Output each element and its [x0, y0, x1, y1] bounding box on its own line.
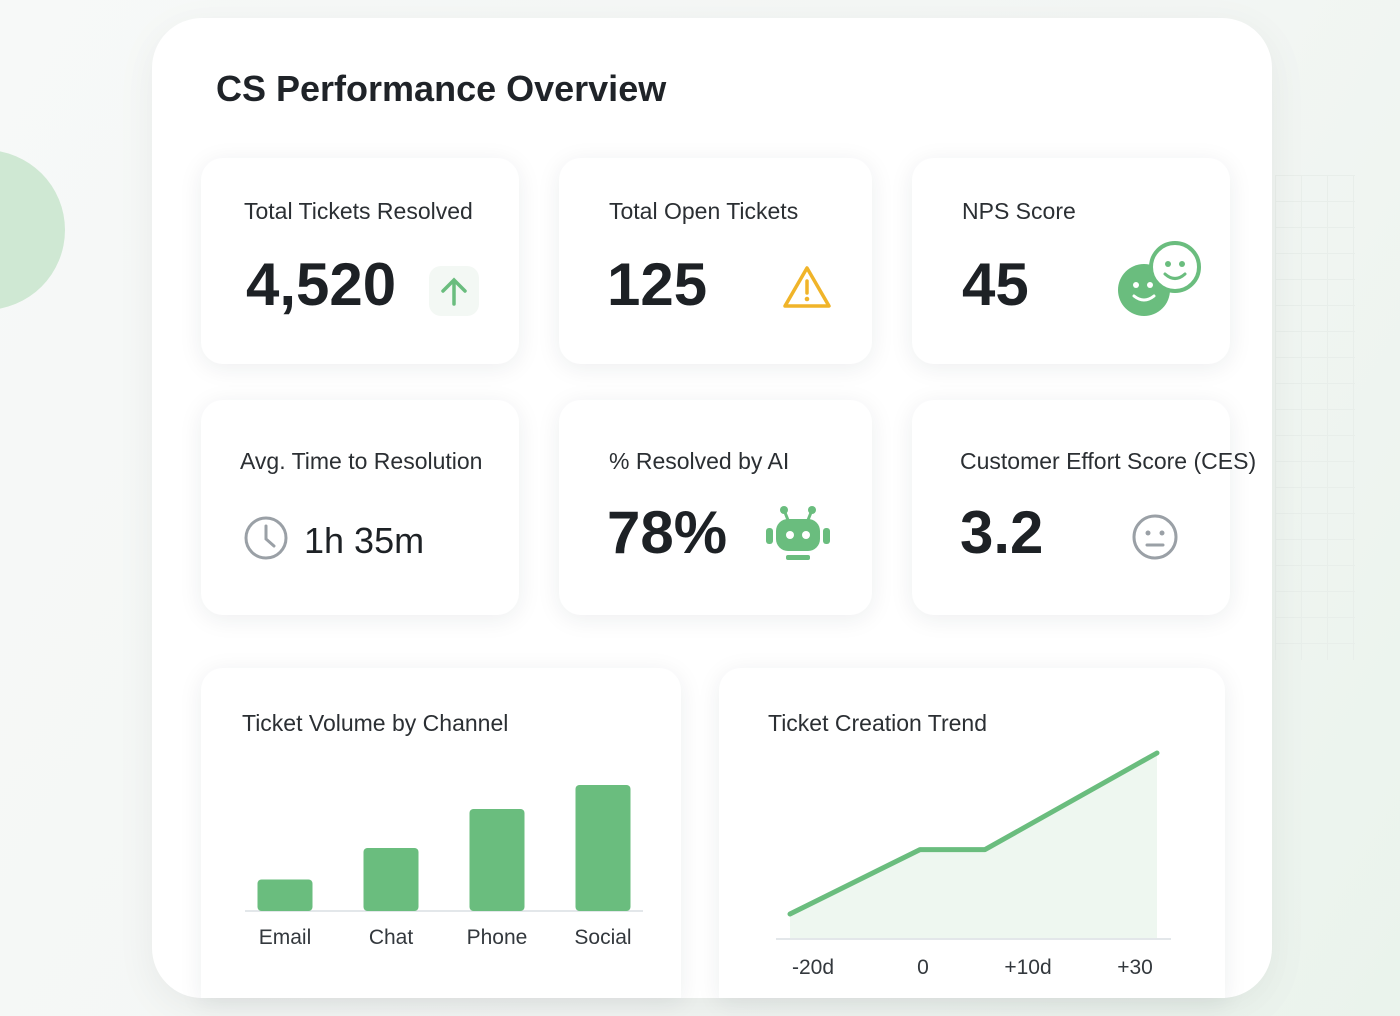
- line-chart-card: Ticket Creation Trend -20d 0 +10d +30: [719, 668, 1225, 998]
- decorative-grid: [1275, 175, 1355, 660]
- kpi-card-ttr: Avg. Time to Resolution 1h 35m: [201, 400, 519, 615]
- kpi-card-ces: Customer Effort Score (CES) 3.2: [912, 400, 1256, 615]
- clock-icon: [242, 514, 290, 567]
- kpi-value: 4,520: [246, 251, 397, 318]
- robot-icon: [764, 504, 832, 569]
- bar-phone: [469, 808, 525, 911]
- page-title: CS Performance Overview: [216, 68, 667, 109]
- trend-area: [790, 753, 1157, 938]
- x-tick-label: 0: [917, 956, 929, 979]
- kpi-label: % Resolved by AI: [609, 448, 790, 474]
- bar-chart: [245, 785, 643, 912]
- decorative-blob: [0, 151, 65, 309]
- neutral-face-icon: [1130, 512, 1180, 567]
- line-chart: [776, 750, 1171, 940]
- smiley-faces-icon: [1114, 238, 1206, 323]
- x-tick-label: +30: [1117, 956, 1153, 979]
- kpi-card-open: Total Open Tickets 125: [559, 158, 872, 364]
- x-tick-label: +10d: [1004, 956, 1052, 979]
- bar-chart-card: Ticket Volume by Channel Email Chat Phone S…: [201, 668, 681, 998]
- kpi-value: 3.2: [960, 499, 1044, 566]
- kpi-card-resolved: Total Tickets Resolved 4,520: [201, 158, 519, 364]
- trend-line: [787, 750, 1160, 917]
- x-tick-label: Chat: [368, 926, 414, 949]
- kpi-label: Total Tickets Resolved: [244, 198, 473, 224]
- dashboard-panel: CS Performance Overview Total Tickets Re…: [152, 18, 1272, 998]
- kpi-value: 125: [607, 251, 708, 318]
- x-tick-label: Email: [258, 926, 312, 949]
- chart-title: Ticket Creation Trend: [768, 710, 988, 736]
- bar-email: [257, 879, 313, 911]
- chart-title: Ticket Volume by Channel: [242, 710, 509, 736]
- kpi-card-ai: % Resolved by AI 78%: [559, 400, 872, 615]
- bar-chat: [363, 848, 419, 911]
- x-tick-label: -20d: [791, 956, 835, 979]
- arrow-up-icon: [429, 266, 479, 316]
- kpi-label: Customer Effort Score (CES): [960, 448, 1257, 474]
- kpi-label: Total Open Tickets: [609, 198, 799, 224]
- bar-social: [575, 785, 631, 911]
- kpi-value: 45: [962, 251, 1029, 318]
- kpi-value: 1h 35m: [304, 520, 425, 561]
- kpi-card-nps: NPS Score 45: [912, 158, 1230, 364]
- x-tick-label: Phone: [466, 926, 528, 949]
- kpi-label: Avg. Time to Resolution: [240, 448, 483, 474]
- kpi-value: 78%: [607, 499, 728, 566]
- warning-icon: [781, 264, 833, 315]
- kpi-label: NPS Score: [962, 198, 1076, 224]
- x-tick-label: Social: [574, 926, 632, 949]
